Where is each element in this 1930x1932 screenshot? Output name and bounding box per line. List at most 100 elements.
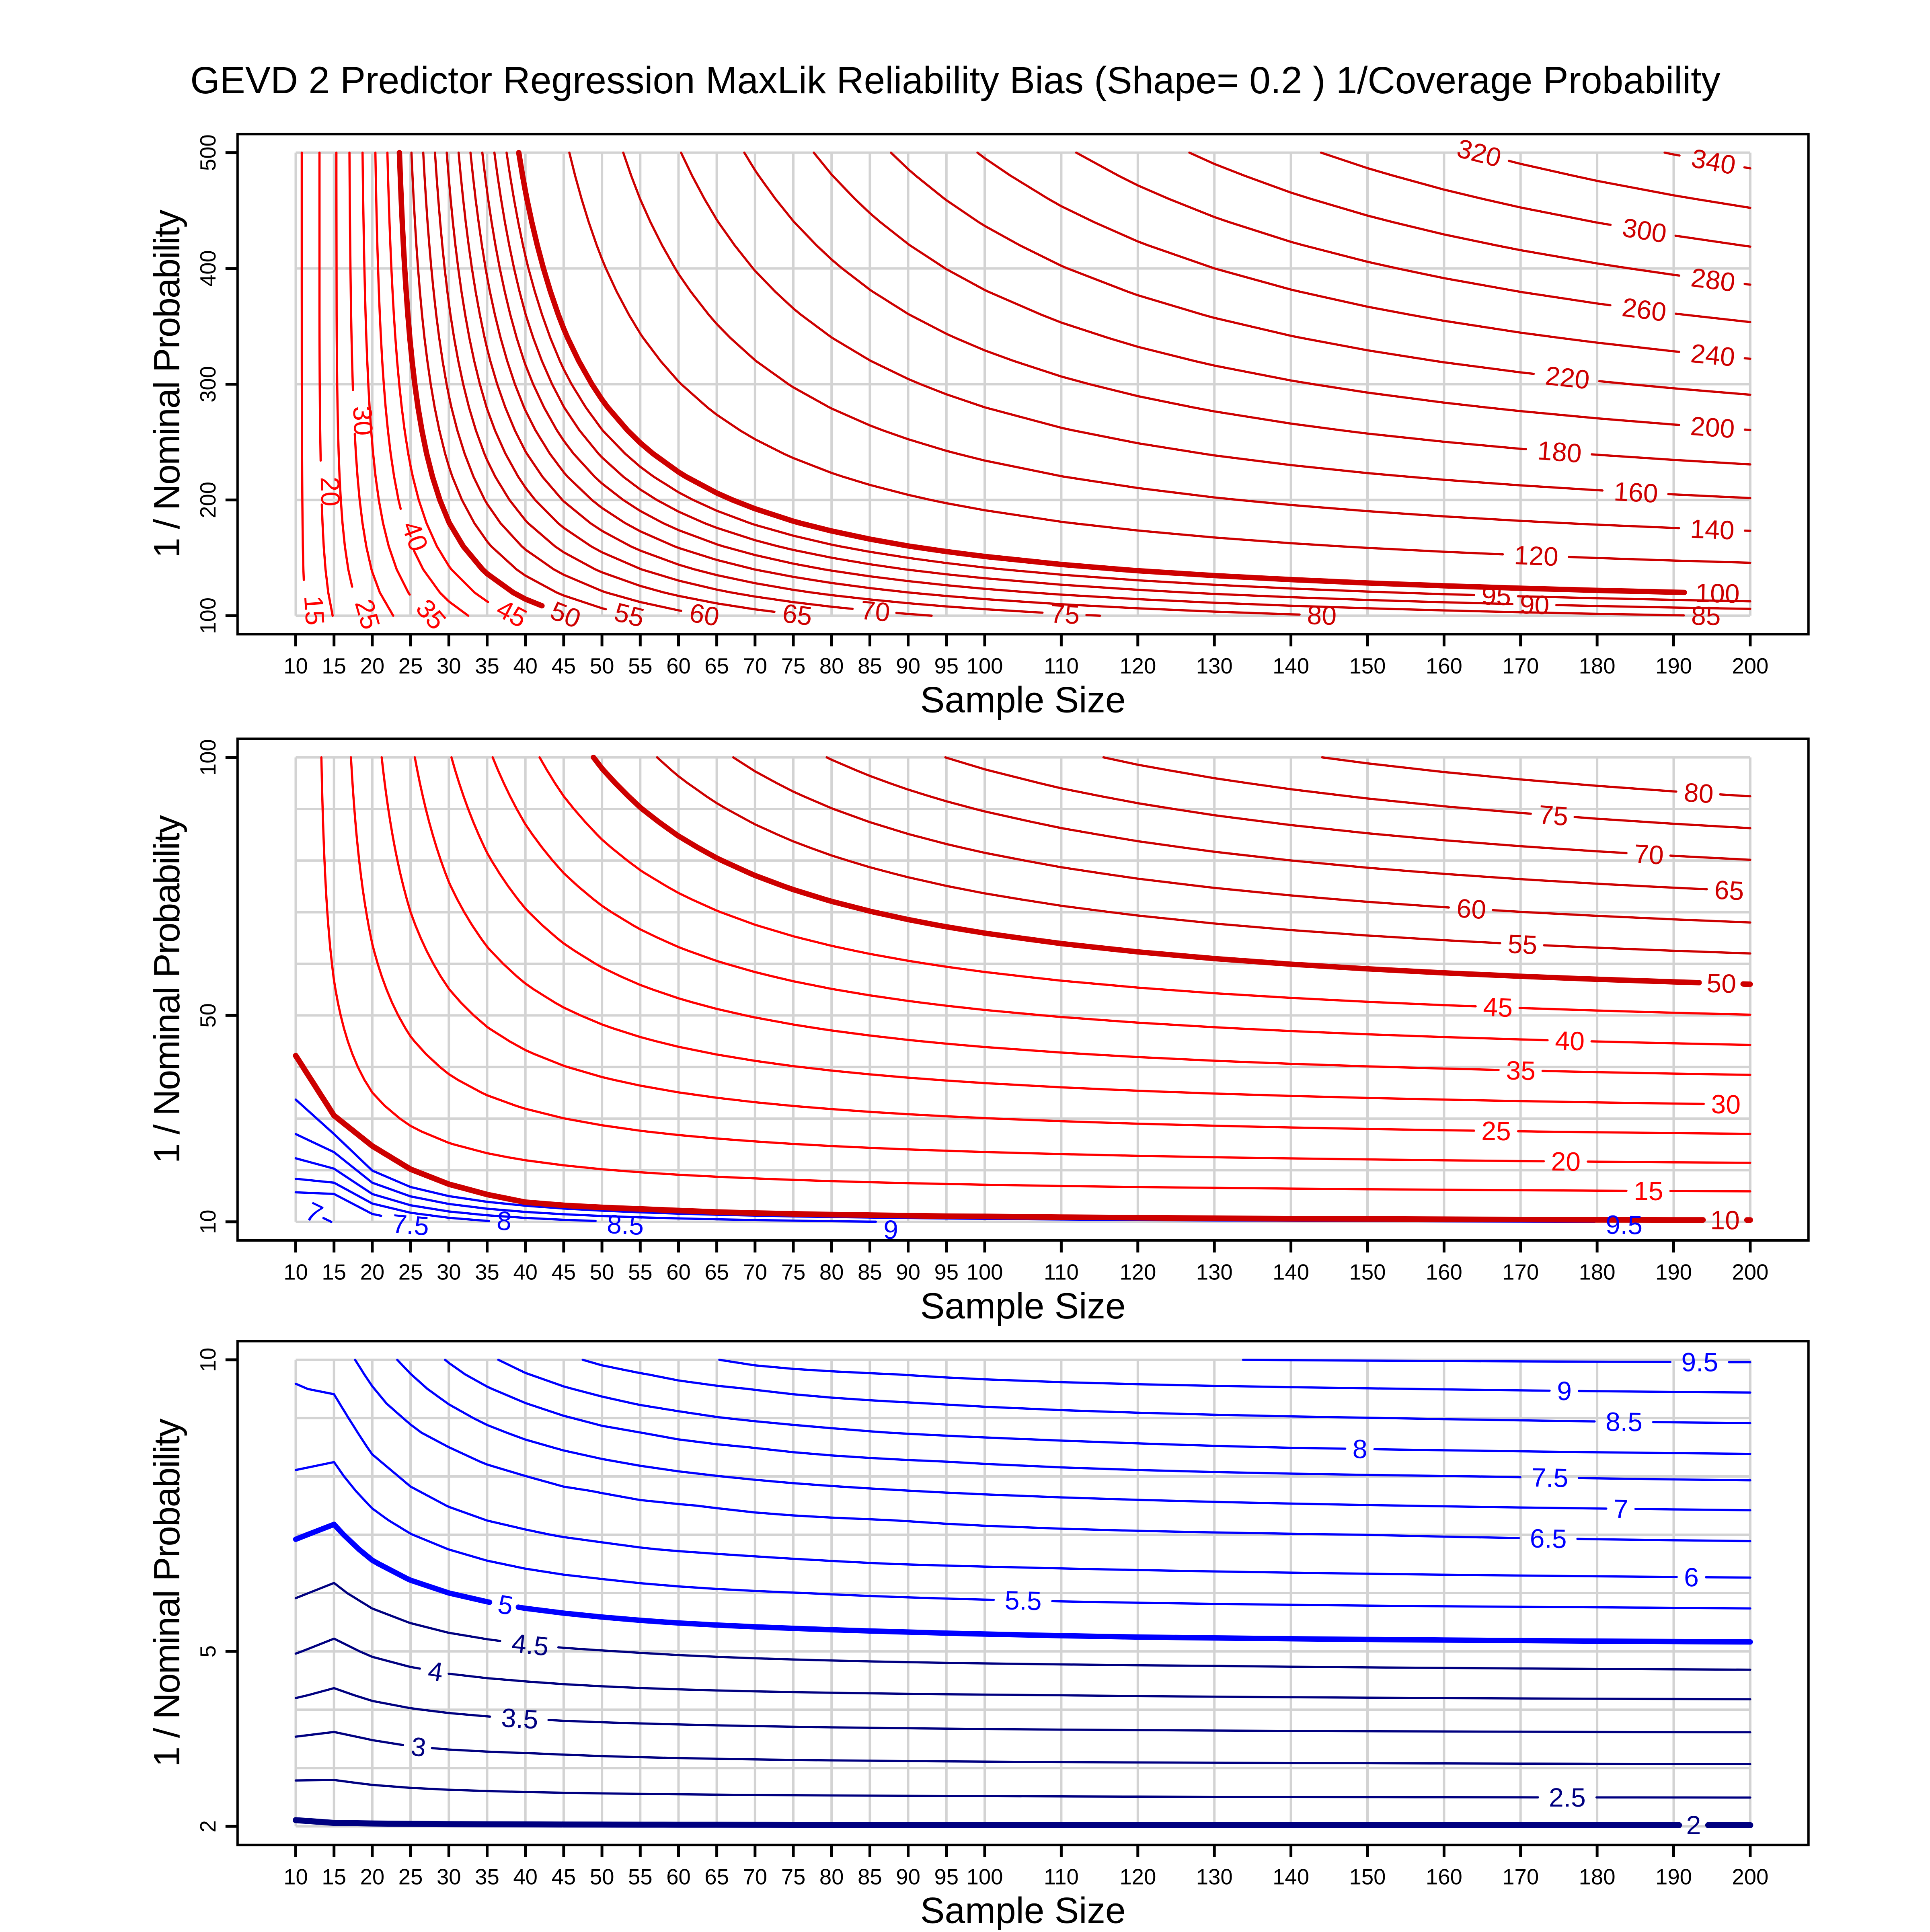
svg-text:40: 40 xyxy=(1555,1025,1585,1056)
svg-text:2.5: 2.5 xyxy=(1549,1782,1586,1812)
svg-text:9.5: 9.5 xyxy=(1606,1209,1643,1240)
svg-text:45: 45 xyxy=(1482,992,1513,1023)
svg-text:15: 15 xyxy=(299,595,331,626)
svg-text:55: 55 xyxy=(628,654,653,678)
svg-text:400: 400 xyxy=(196,250,220,287)
svg-text:25: 25 xyxy=(1481,1116,1511,1146)
svg-text:90: 90 xyxy=(1519,589,1550,620)
svg-text:70: 70 xyxy=(859,595,891,627)
svg-text:35: 35 xyxy=(475,1864,499,1889)
svg-text:75: 75 xyxy=(1049,598,1080,630)
svg-text:140: 140 xyxy=(1273,1864,1309,1889)
svg-text:75: 75 xyxy=(781,654,806,678)
svg-text:90: 90 xyxy=(896,1260,920,1285)
svg-text:80: 80 xyxy=(819,1260,844,1285)
svg-text:190: 190 xyxy=(1655,1864,1692,1889)
svg-text:150: 150 xyxy=(1349,654,1386,678)
svg-text:25: 25 xyxy=(398,654,423,678)
svg-text:170: 170 xyxy=(1502,654,1539,678)
svg-text:3.5: 3.5 xyxy=(501,1702,539,1734)
svg-text:110: 110 xyxy=(1044,1260,1079,1285)
svg-text:6.5: 6.5 xyxy=(1530,1523,1567,1554)
svg-text:9: 9 xyxy=(1557,1376,1572,1406)
svg-text:200: 200 xyxy=(1732,1260,1768,1285)
svg-text:190: 190 xyxy=(1655,1260,1692,1285)
svg-text:100: 100 xyxy=(1695,578,1740,608)
svg-text:10: 10 xyxy=(283,1864,308,1889)
svg-text:300: 300 xyxy=(196,366,220,402)
svg-text:60: 60 xyxy=(688,597,722,632)
svg-text:65: 65 xyxy=(704,1260,729,1285)
svg-text:35: 35 xyxy=(475,654,499,678)
svg-text:50: 50 xyxy=(1706,968,1737,998)
svg-text:20: 20 xyxy=(360,1260,385,1285)
svg-text:80: 80 xyxy=(1683,777,1714,809)
svg-text:40: 40 xyxy=(513,654,538,678)
svg-text:100: 100 xyxy=(967,1260,1003,1285)
svg-text:260: 260 xyxy=(1620,292,1668,327)
svg-text:75: 75 xyxy=(781,1864,806,1889)
svg-text:160: 160 xyxy=(1426,1864,1462,1889)
svg-text:130: 130 xyxy=(1196,654,1233,678)
svg-text:100: 100 xyxy=(196,739,220,776)
svg-text:Sample Size: Sample Size xyxy=(920,1286,1126,1326)
svg-text:55: 55 xyxy=(612,597,647,633)
svg-text:25: 25 xyxy=(398,1864,423,1889)
svg-text:60: 60 xyxy=(666,654,691,678)
svg-text:90: 90 xyxy=(896,654,920,678)
svg-text:15: 15 xyxy=(322,654,346,678)
svg-text:50: 50 xyxy=(196,1003,220,1028)
svg-text:55: 55 xyxy=(628,1864,653,1889)
svg-text:220: 220 xyxy=(1544,360,1591,394)
svg-text:60: 60 xyxy=(666,1864,691,1889)
svg-text:140: 140 xyxy=(1690,514,1735,545)
svg-text:70: 70 xyxy=(743,1864,767,1889)
svg-text:Sample Size: Sample Size xyxy=(920,1891,1126,1930)
svg-text:10: 10 xyxy=(283,1260,308,1285)
svg-text:150: 150 xyxy=(1349,1864,1386,1889)
svg-text:240: 240 xyxy=(1690,338,1737,372)
svg-text:30: 30 xyxy=(437,1260,461,1285)
svg-text:30: 30 xyxy=(1711,1089,1741,1119)
svg-text:5: 5 xyxy=(196,1645,220,1657)
svg-text:120: 120 xyxy=(1119,1864,1156,1889)
svg-text:130: 130 xyxy=(1196,1260,1233,1285)
svg-text:10: 10 xyxy=(1710,1205,1740,1235)
svg-text:95: 95 xyxy=(934,1864,959,1889)
svg-text:10: 10 xyxy=(196,1209,220,1234)
svg-text:6: 6 xyxy=(1684,1562,1699,1592)
svg-text:30: 30 xyxy=(347,405,378,436)
svg-text:180: 180 xyxy=(1579,1260,1616,1285)
svg-text:50: 50 xyxy=(590,1864,614,1889)
svg-text:45: 45 xyxy=(552,654,576,678)
svg-text:300: 300 xyxy=(1620,212,1669,248)
svg-text:65: 65 xyxy=(704,654,729,678)
svg-text:200: 200 xyxy=(196,482,220,518)
svg-text:7.5: 7.5 xyxy=(1531,1462,1569,1493)
svg-text:15: 15 xyxy=(322,1260,346,1285)
svg-text:70: 70 xyxy=(743,654,767,678)
svg-text:20: 20 xyxy=(360,1864,385,1889)
svg-text:20: 20 xyxy=(1551,1146,1581,1176)
svg-text:75: 75 xyxy=(1538,799,1569,831)
svg-text:120: 120 xyxy=(1119,654,1156,678)
svg-text:200: 200 xyxy=(1690,411,1736,444)
svg-text:1 / Nominal Probability: 1 / Nominal Probability xyxy=(147,1418,187,1767)
svg-text:30: 30 xyxy=(437,1864,461,1889)
svg-text:15: 15 xyxy=(322,1864,346,1889)
svg-text:1 / Nominal Probability: 1 / Nominal Probability xyxy=(147,815,187,1164)
svg-text:75: 75 xyxy=(781,1260,806,1285)
svg-text:8: 8 xyxy=(1352,1434,1367,1464)
svg-text:8.5: 8.5 xyxy=(1606,1406,1643,1437)
svg-text:8.5: 8.5 xyxy=(606,1209,645,1241)
svg-text:170: 170 xyxy=(1502,1864,1539,1889)
svg-text:200: 200 xyxy=(1732,654,1768,678)
svg-text:180: 180 xyxy=(1579,654,1616,678)
svg-text:120: 120 xyxy=(1513,540,1559,571)
svg-text:8: 8 xyxy=(496,1205,513,1236)
svg-text:80: 80 xyxy=(1307,600,1337,630)
svg-text:40: 40 xyxy=(513,1260,538,1285)
svg-text:9.5: 9.5 xyxy=(1681,1347,1718,1377)
svg-text:85: 85 xyxy=(858,1864,882,1889)
svg-text:25: 25 xyxy=(398,1260,423,1285)
